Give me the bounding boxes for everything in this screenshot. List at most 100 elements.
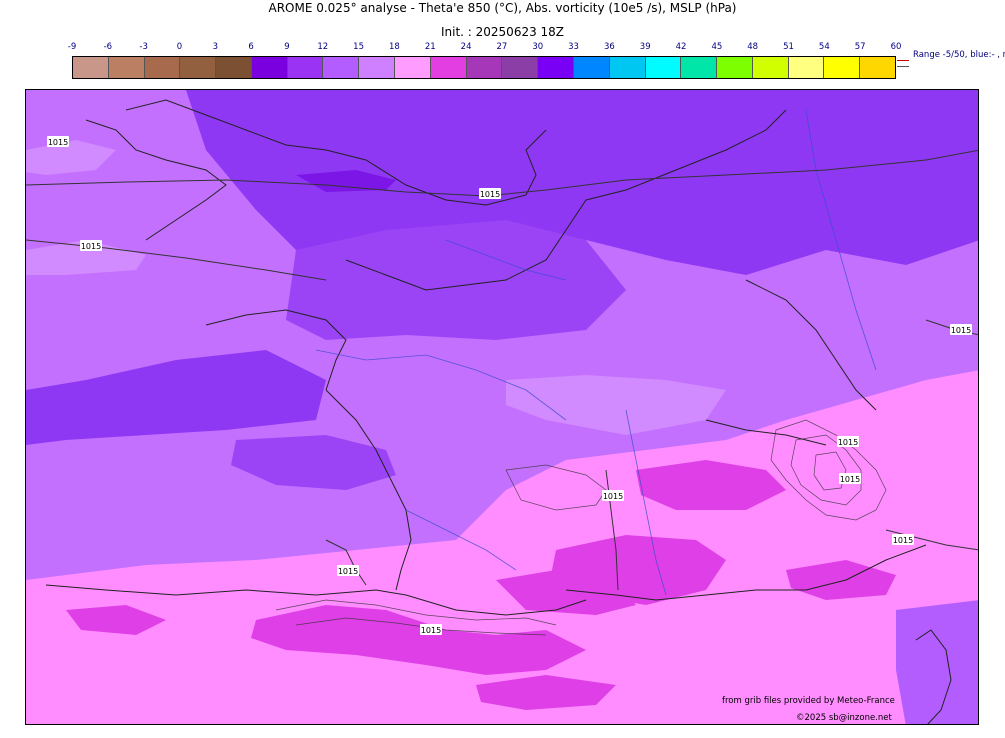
isobar-label: 1015: [479, 188, 501, 199]
map-title: AROME 0.025° analyse - Theta'e 850 (°C),…: [268, 1, 737, 15]
coast-uk-west: [85, 119, 227, 241]
river-garonne: [405, 509, 517, 571]
colorbar-tick-label: 9: [284, 42, 290, 52]
svg-text:1015: 1015: [838, 438, 858, 447]
colorbar-cell: [645, 57, 682, 78]
field-deep-west: [26, 350, 326, 445]
field-magenta-4: [251, 605, 586, 675]
isobar-label: 1015: [839, 473, 861, 484]
coast-brittany: [205, 309, 347, 391]
colorbar-tick-label: 33: [568, 42, 579, 52]
isobar-labels: 1015 1015 1015 1015 1015 1015 1015 1015 1015 1015: [47, 136, 972, 635]
colorbar-tick-label: -6: [103, 42, 113, 52]
river-seine: [445, 239, 567, 281]
field-sea-east: [896, 600, 978, 724]
border-fr-de: [745, 279, 877, 411]
isobar-label: 1015: [950, 324, 972, 335]
isobar-north: [26, 149, 978, 197]
colorbar-tick-label: 27: [496, 42, 508, 52]
coast-spain-north: [45, 584, 407, 596]
svg-text:1015: 1015: [951, 326, 971, 335]
colorbar-tick-label: 42: [675, 42, 687, 52]
coast-uk-south: [125, 99, 547, 206]
coast-mediterranean: [565, 544, 927, 601]
svg-text:1015: 1015: [603, 492, 623, 501]
colorbar-tick-label: 45: [711, 42, 723, 52]
weather-map[interactable]: 1015 1015 1015 1015 1015 1015 1015 1015 1015 1015: [25, 89, 979, 725]
relief-alps-1: [770, 419, 887, 521]
colorbar-cell: [573, 57, 610, 78]
isobar-label: 1015: [837, 436, 859, 447]
isobar-label: 1015: [420, 624, 442, 635]
svg-text:1015: 1015: [81, 242, 101, 251]
source-credit: from grib files provided by Meteo-France: [722, 696, 895, 706]
river-loire: [315, 349, 567, 421]
isobar-label: 1015: [602, 490, 624, 501]
colorbar-tick-label: 15: [353, 42, 365, 52]
relief-alps-2: [790, 434, 862, 506]
isobar-label: 1015: [47, 136, 69, 147]
colorbar-tick-label: 0: [176, 42, 183, 52]
colorbar-cell: [144, 57, 181, 78]
colorbar-tick-label: 24: [460, 42, 472, 52]
colorbar-cell: [359, 57, 396, 78]
isobar-label: 1015: [80, 240, 102, 251]
colorbar-cell: [502, 57, 539, 78]
isobar-se: [885, 529, 978, 551]
colorbar-cell: [609, 57, 646, 78]
colorbar-cell: [287, 57, 324, 78]
coast-atlantic: [325, 389, 412, 591]
isobar-west: [26, 239, 327, 281]
colorbar-cell: [752, 57, 789, 78]
isobar-sw: [325, 539, 367, 586]
field-magenta-7: [66, 605, 166, 635]
field-magenta-2: [636, 460, 786, 510]
field-darkest-channel: [296, 170, 396, 192]
range-note: Range -5/50, blue:- , r: [913, 50, 1005, 60]
colorbar-cell: [681, 57, 718, 78]
field-magenta-6: [786, 560, 896, 600]
colorbar-cell: [251, 57, 288, 78]
colorbar-cell: [717, 57, 753, 78]
colorbar-tick-label: 6: [248, 42, 254, 52]
field-deep-central: [286, 220, 626, 340]
colorbar-cell: [216, 57, 252, 78]
border-fr-ch: [705, 419, 827, 446]
coast-france-north: [345, 109, 787, 291]
colorbar-cell: [108, 57, 145, 78]
colorbar-tick-label: 57: [854, 42, 866, 52]
border-pyrenees: [405, 594, 587, 616]
colorbar-tick-label: 60: [890, 42, 902, 52]
field-magenta-3: [496, 570, 636, 615]
field-light-3: [26, 140, 116, 175]
colorbar-tick-label: 30: [532, 42, 544, 52]
relief-massif: [505, 464, 607, 511]
colorbar-tick-label: 39: [639, 42, 651, 52]
colorbar: [72, 56, 896, 79]
init-time: Init. : 20250623 18Z: [440, 25, 565, 39]
svg-text:1015: 1015: [893, 536, 913, 545]
svg-text:1015: 1015: [421, 626, 441, 635]
colorbar-tick-label: 51: [783, 42, 794, 52]
colorbar-tick-label: -9: [67, 42, 77, 52]
colorbar-cell: [788, 57, 825, 78]
range-marker-gray: [897, 66, 909, 67]
colorbar-tick-label: 3: [212, 42, 219, 52]
field-deep-north: [186, 90, 978, 275]
colorbar-tick-label: 12: [317, 42, 329, 52]
colorbar-tick-label: 18: [389, 42, 400, 52]
svg-text:1015: 1015: [480, 190, 500, 199]
svg-text:1015: 1015: [48, 138, 68, 147]
field-deep-bay: [231, 435, 396, 490]
colorbar-cell: [73, 57, 109, 78]
colorbar-tick-label: 48: [747, 42, 759, 52]
colorbar-tick-label: 36: [603, 42, 615, 52]
coast-corsica: [915, 629, 952, 724]
field-light-1: [506, 375, 726, 435]
colorbar-cell: [430, 57, 467, 78]
colorbar-cell: [824, 57, 861, 78]
colorbar-tick-label: 21: [424, 42, 436, 52]
colorbar-cell: [323, 57, 360, 78]
river-rhone: [625, 409, 667, 596]
svg-text:1015: 1015: [338, 567, 358, 576]
